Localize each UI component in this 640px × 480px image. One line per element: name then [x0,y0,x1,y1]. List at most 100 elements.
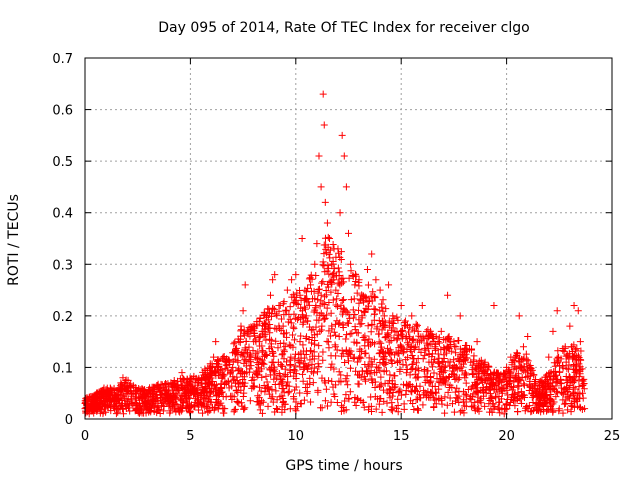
roti-point [338,347,346,355]
roti-point [314,360,322,368]
roti-point [415,332,423,340]
roti-point [542,373,550,381]
roti-point [496,378,504,386]
roti-point [337,301,345,309]
roti-point [375,330,383,338]
roti-point [224,377,232,385]
roti-point [315,342,323,350]
roti-point [575,360,583,368]
roti-point [507,353,515,361]
roti-point [258,342,266,350]
roti-point [301,360,309,368]
roti-point [306,356,314,364]
roti-point [153,394,161,402]
roti-point [228,382,236,390]
roti-point [306,374,314,382]
roti-point [292,271,300,279]
roti-point [232,349,240,357]
roti-point [300,354,308,362]
roti-point [539,393,547,401]
roti-point [410,327,418,335]
roti-point [301,305,309,313]
roti-point [241,355,249,363]
roti-point [412,320,420,328]
roti-point [242,337,250,345]
roti-point [535,390,543,398]
roti-point [122,402,130,410]
roti-point [333,346,341,354]
roti-point [346,364,354,372]
roti-point [124,387,132,395]
roti-point [376,359,384,367]
roti-point [434,350,442,358]
roti-point [304,284,312,292]
roti-point [323,402,331,410]
roti-point [89,400,97,408]
roti-point [479,386,487,394]
roti-point [486,374,494,382]
roti-point [364,298,372,306]
roti-point [310,348,318,356]
roti-point [394,316,402,324]
roti-point [524,357,532,365]
roti-point [562,400,570,408]
roti-point [127,389,135,397]
roti-point [339,350,347,358]
roti-point [218,365,226,373]
roti-point [371,340,379,348]
roti-point [214,363,222,371]
roti-point [166,409,174,417]
roti-point [292,299,300,307]
roti-point [239,375,247,383]
roti-point [450,338,458,346]
roti-point [488,394,496,402]
roti-point [431,343,439,351]
roti-point [409,325,417,333]
roti-point [549,375,557,383]
roti-point [222,393,230,401]
roti-point [339,274,347,282]
roti-point [504,368,512,376]
roti-point [135,396,143,404]
roti-point [257,387,265,395]
roti-point [321,379,329,387]
roti-point [319,90,327,98]
roti-point [554,357,562,365]
roti-point [495,385,503,393]
roti-point [460,348,468,356]
roti-point [320,241,328,249]
roti-point [193,400,201,408]
roti-point [275,370,283,378]
roti-point [379,386,387,394]
roti-point [303,317,311,325]
roti-point [551,362,559,370]
roti-point [161,389,169,397]
roti-point [229,376,237,384]
roti-point [253,397,261,405]
roti-point [408,351,416,359]
roti-point [454,376,462,384]
roti-point [320,121,328,129]
roti-point [545,353,553,361]
roti-point [394,401,402,409]
roti-point [446,394,454,402]
roti-point [351,311,359,319]
roti-point [191,389,199,397]
roti-point [556,362,564,370]
roti-point [378,408,386,416]
roti-point [333,295,341,303]
roti-point [286,405,294,413]
roti-point [412,374,420,382]
roti-point [206,398,214,406]
roti-point [413,382,421,390]
roti-point [240,350,248,358]
roti-point [382,349,390,357]
roti-point [316,302,324,310]
roti-point [119,374,127,382]
roti-point [396,367,404,375]
roti-point [254,392,262,400]
roti-point [256,333,264,341]
roti-point [345,229,352,237]
roti-point [461,356,469,364]
roti-point [270,368,278,376]
